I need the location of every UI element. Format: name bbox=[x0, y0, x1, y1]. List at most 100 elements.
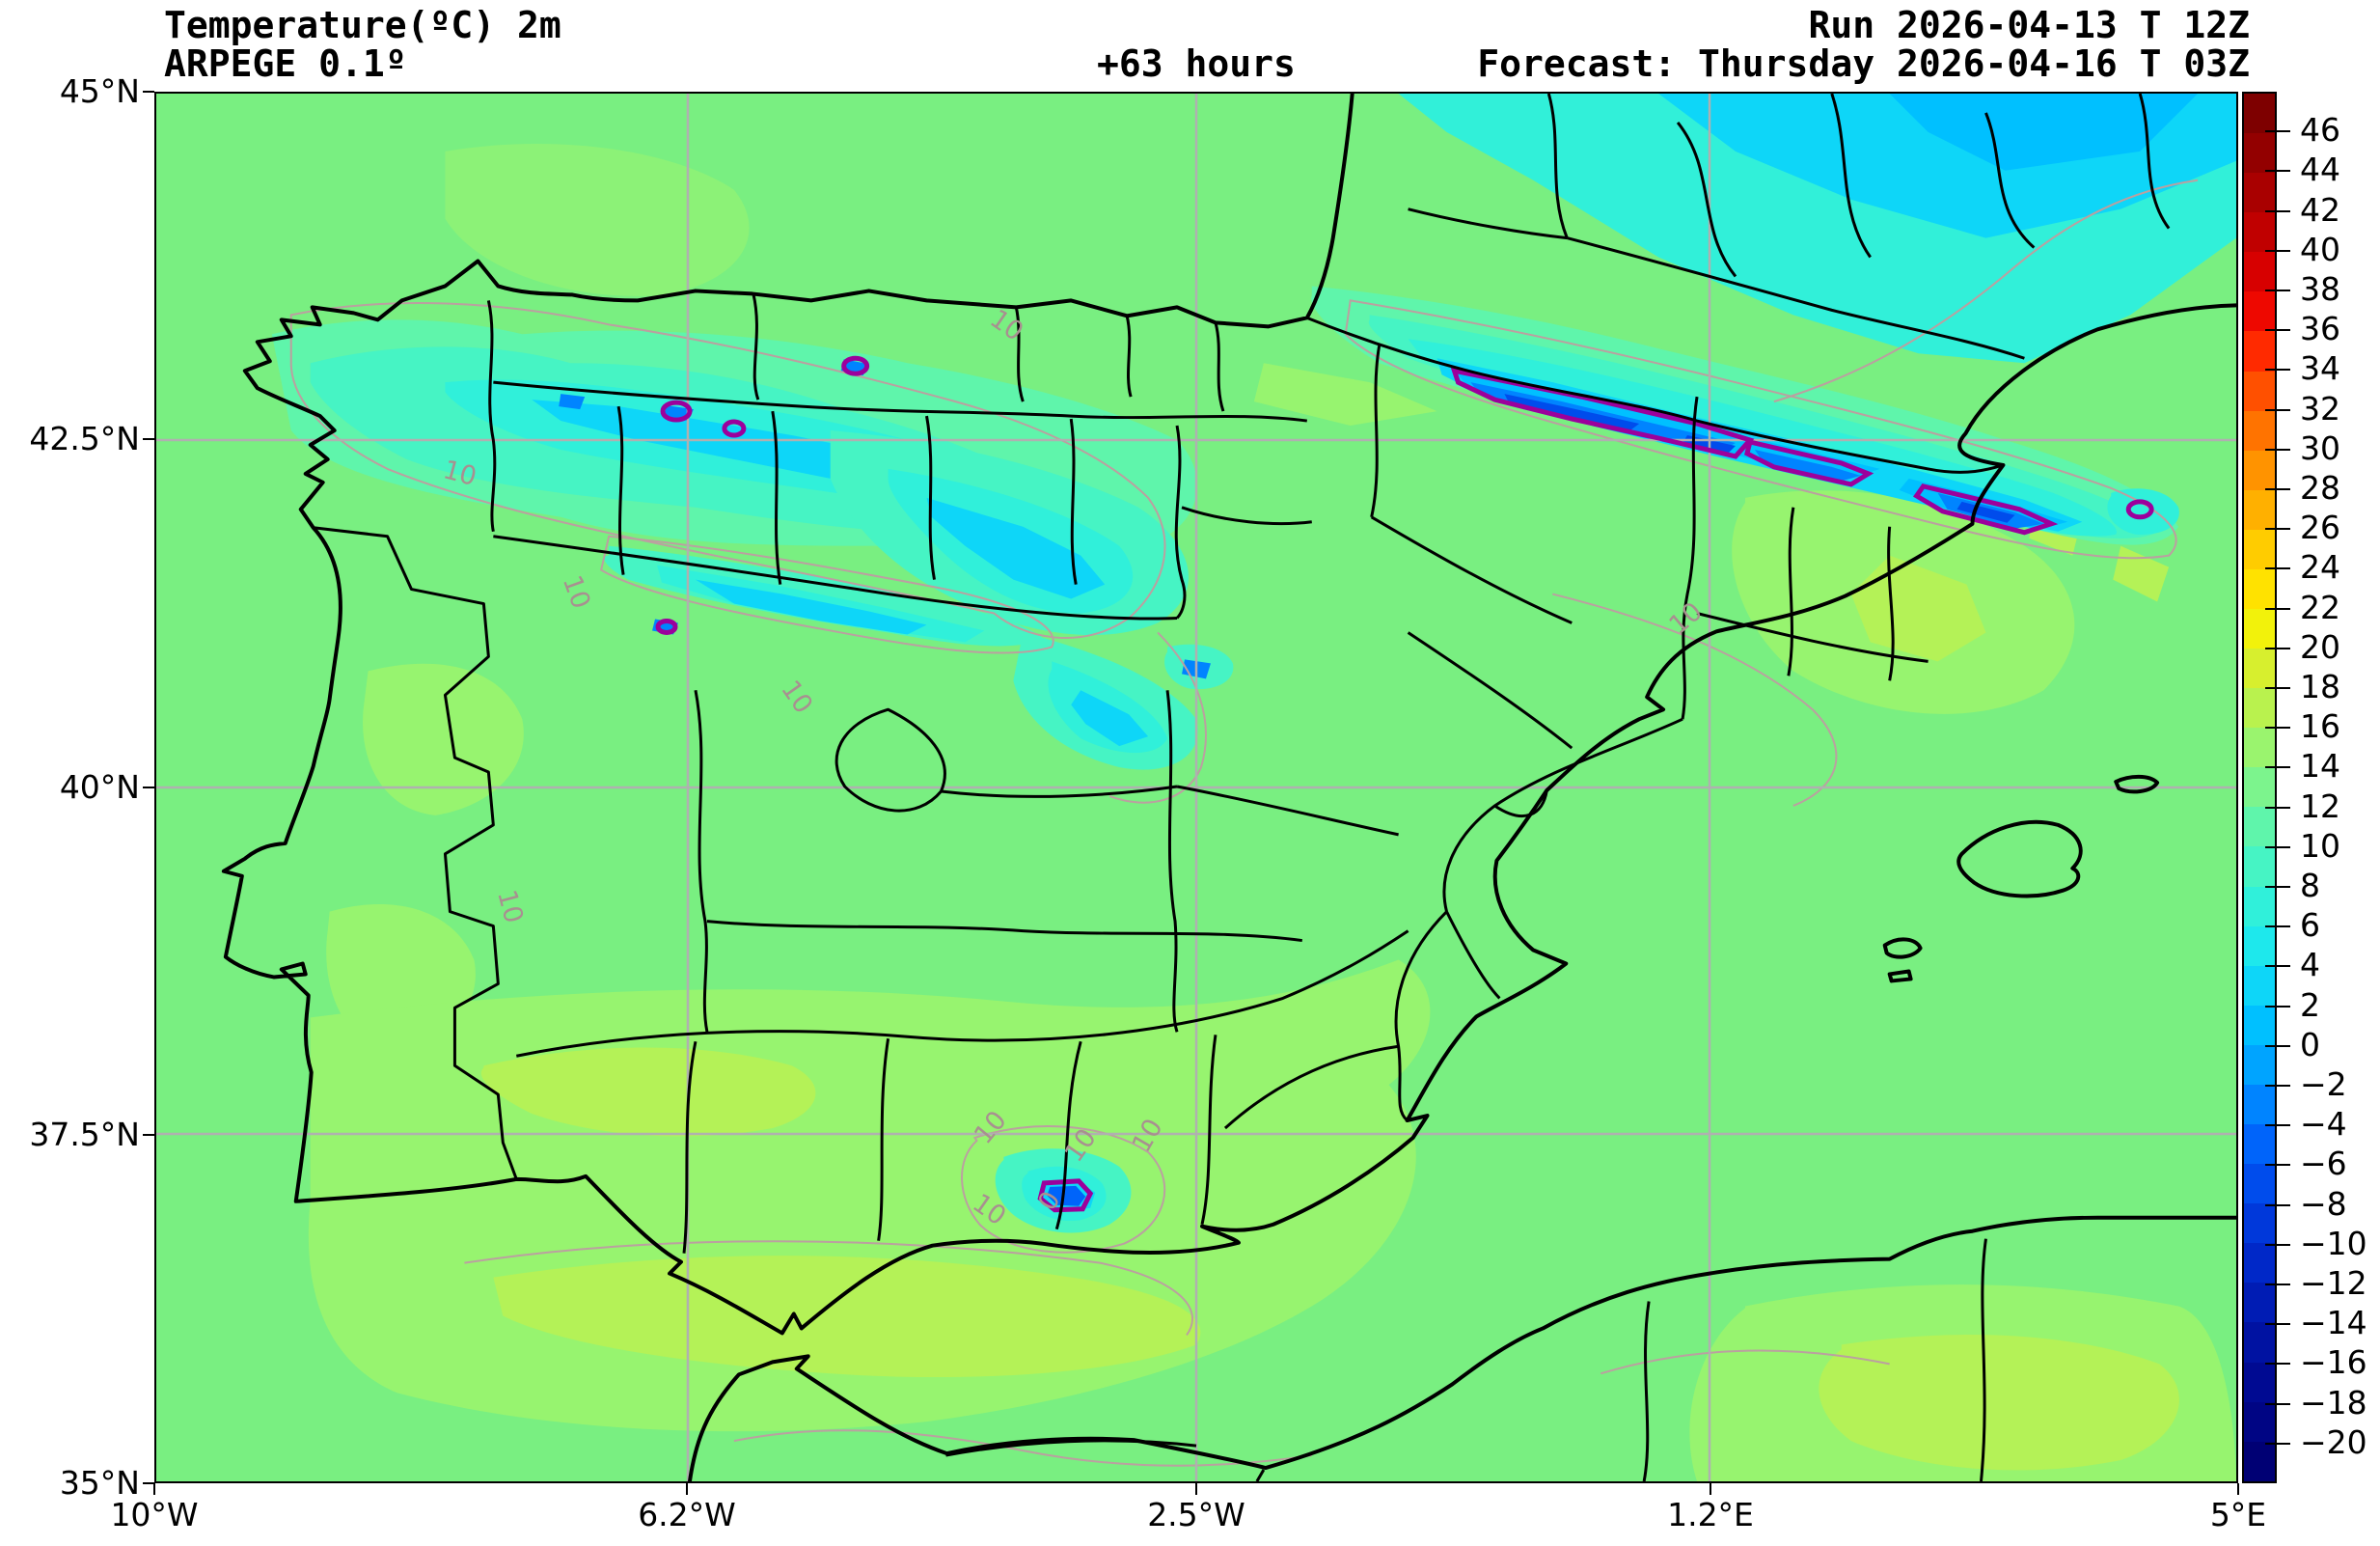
colorbar-tick-label: 42 bbox=[2300, 190, 2340, 229]
contour-label: 10 bbox=[491, 887, 529, 926]
colorbar-tick-mark bbox=[2265, 448, 2290, 451]
x-axis-tick-mark bbox=[686, 1483, 688, 1495]
colorbar-band bbox=[2244, 886, 2275, 926]
colorbar-band bbox=[2244, 965, 2275, 1006]
x-axis-tick-mark bbox=[2237, 1483, 2239, 1495]
colorbar-band bbox=[2244, 1084, 2275, 1125]
colorbar-tick-mark bbox=[2265, 329, 2290, 332]
colorbar-tick-label: −6 bbox=[2300, 1145, 2347, 1183]
y-axis-tick-label: 40°N bbox=[59, 768, 140, 806]
colorbar-band bbox=[2244, 173, 2275, 213]
colorbar-band bbox=[2244, 1362, 2275, 1402]
colorbar-tick-label: 40 bbox=[2300, 230, 2340, 268]
colorbar-tick-mark bbox=[2265, 886, 2290, 888]
colorbar-tick-mark bbox=[2265, 727, 2290, 730]
colorbar-tick-label: 32 bbox=[2300, 389, 2340, 428]
colorbar-tick-label: 38 bbox=[2300, 270, 2340, 308]
colorbar-band bbox=[2244, 529, 2275, 569]
x-axis-tick-mark bbox=[1195, 1483, 1197, 1495]
colorbar-tick-label: 14 bbox=[2300, 747, 2340, 786]
temperature-colorbar bbox=[2242, 92, 2277, 1483]
colorbar-tick-mark bbox=[2265, 965, 2290, 968]
colorbar-band bbox=[2244, 410, 2275, 451]
y-axis-tick-label: 45°N bbox=[59, 72, 140, 110]
contour-label: 10 bbox=[557, 571, 596, 613]
map-title: Temperature(ºC) 2m bbox=[164, 4, 561, 46]
colorbar-band bbox=[2244, 649, 2275, 689]
colorbar-tick-mark bbox=[2265, 806, 2290, 809]
x-axis-tick-label: 5°E bbox=[2209, 1496, 2267, 1533]
colorbar-tick-label: 46 bbox=[2300, 111, 2340, 150]
colorbar-tick-label: 22 bbox=[2300, 588, 2340, 626]
colorbar-tick-mark bbox=[2265, 1363, 2290, 1366]
colorbar-tick-mark bbox=[2265, 209, 2290, 212]
y-axis-tick-mark bbox=[143, 1482, 154, 1484]
colorbar-tick-mark bbox=[2265, 1124, 2290, 1127]
colorbar-band bbox=[2244, 1124, 2275, 1165]
colorbar-band bbox=[2244, 925, 2275, 966]
y-axis-tick-label: 42.5°N bbox=[29, 420, 140, 457]
colorbar-tick-label: −14 bbox=[2300, 1304, 2367, 1342]
colorbar-tick-mark bbox=[2265, 1243, 2290, 1246]
colorbar-tick-mark bbox=[2265, 1323, 2290, 1326]
colorbar-tick-mark bbox=[2265, 607, 2290, 610]
colorbar-band bbox=[2244, 1401, 2275, 1442]
colorbar-band bbox=[2244, 1283, 2275, 1323]
colorbar-tick-mark bbox=[2265, 1284, 2290, 1285]
colorbar-tick-label: 20 bbox=[2300, 627, 2340, 666]
colorbar-tick-label: −20 bbox=[2300, 1422, 2367, 1461]
colorbar-tick-label: 30 bbox=[2300, 428, 2340, 467]
colorbar-tick-label: 12 bbox=[2300, 787, 2340, 825]
colorbar-band bbox=[2244, 1441, 2275, 1481]
cold-temperature-regions bbox=[271, 94, 2236, 1233]
colorbar-tick-mark bbox=[2265, 1044, 2290, 1047]
map-plot-area: 10 10 10 10 10 10 10 10 10 10 0 bbox=[154, 92, 2238, 1483]
colorbar-tick-label: 4 bbox=[2300, 946, 2320, 984]
colorbar-band bbox=[2244, 1203, 2275, 1244]
colorbar-tick-label: −10 bbox=[2300, 1224, 2367, 1262]
colorbar-band bbox=[2244, 291, 2275, 332]
colorbar-tick-label: −12 bbox=[2300, 1264, 2367, 1302]
freezing-contours-purple bbox=[655, 355, 2154, 1213]
colorbar-band bbox=[2244, 1243, 2275, 1284]
colorbar-tick-mark bbox=[2265, 528, 2290, 531]
colorbar-band bbox=[2244, 609, 2275, 649]
colorbar-band bbox=[2244, 1322, 2275, 1363]
contour-label: 10 bbox=[1663, 596, 1708, 641]
colorbar-tick-mark bbox=[2265, 488, 2290, 490]
colorbar-band bbox=[2244, 371, 2275, 411]
contour-label: 10 bbox=[775, 675, 818, 719]
colorbar-tick-label: −8 bbox=[2300, 1184, 2347, 1223]
colorbar-tick-label: 0 bbox=[2300, 1025, 2320, 1063]
colorbar-tick-mark bbox=[2265, 1164, 2290, 1167]
colorbar-band bbox=[2244, 489, 2275, 530]
colorbar-tick-mark bbox=[2265, 1203, 2290, 1206]
colorbar-band bbox=[2244, 688, 2275, 729]
warm-temperature-patches bbox=[308, 144, 2236, 1481]
colorbar-tick-label: 18 bbox=[2300, 668, 2340, 705]
colorbar-tick-mark bbox=[2265, 647, 2290, 649]
y-axis-tick-mark bbox=[143, 1134, 154, 1136]
colorbar-tick-mark bbox=[2265, 369, 2290, 372]
colorbar-tick-mark bbox=[2265, 170, 2290, 173]
colorbar-tick-label: 44 bbox=[2300, 151, 2340, 189]
admin-boundaries bbox=[313, 94, 2171, 1481]
x-axis-tick-mark bbox=[1710, 1483, 1711, 1495]
colorbar-band bbox=[2244, 807, 2275, 847]
y-axis-tick-mark bbox=[143, 91, 154, 93]
colorbar-band bbox=[2244, 1044, 2275, 1085]
colorbar-band bbox=[2244, 212, 2275, 253]
run-label: Run 2026-04-13 T 12Z bbox=[1808, 4, 2250, 46]
colorbar-tick-label: 28 bbox=[2300, 469, 2340, 507]
colorbar-tick-mark bbox=[2265, 687, 2290, 689]
x-axis-tick-label: 10°W bbox=[110, 1496, 199, 1533]
y-axis-tick-mark bbox=[143, 787, 154, 788]
y-axis-tick-label: 35°N bbox=[59, 1464, 140, 1502]
colorbar-tick-label: −16 bbox=[2300, 1343, 2367, 1382]
colorbar-tick-mark bbox=[2265, 249, 2290, 252]
colorbar-tick-mark bbox=[2265, 766, 2290, 769]
colorbar-tick-mark bbox=[2265, 1402, 2290, 1405]
colorbar-tick-label: 36 bbox=[2300, 310, 2340, 348]
x-axis-tick-mark bbox=[153, 1483, 155, 1495]
temperature-contour-lines bbox=[289, 179, 2199, 1467]
